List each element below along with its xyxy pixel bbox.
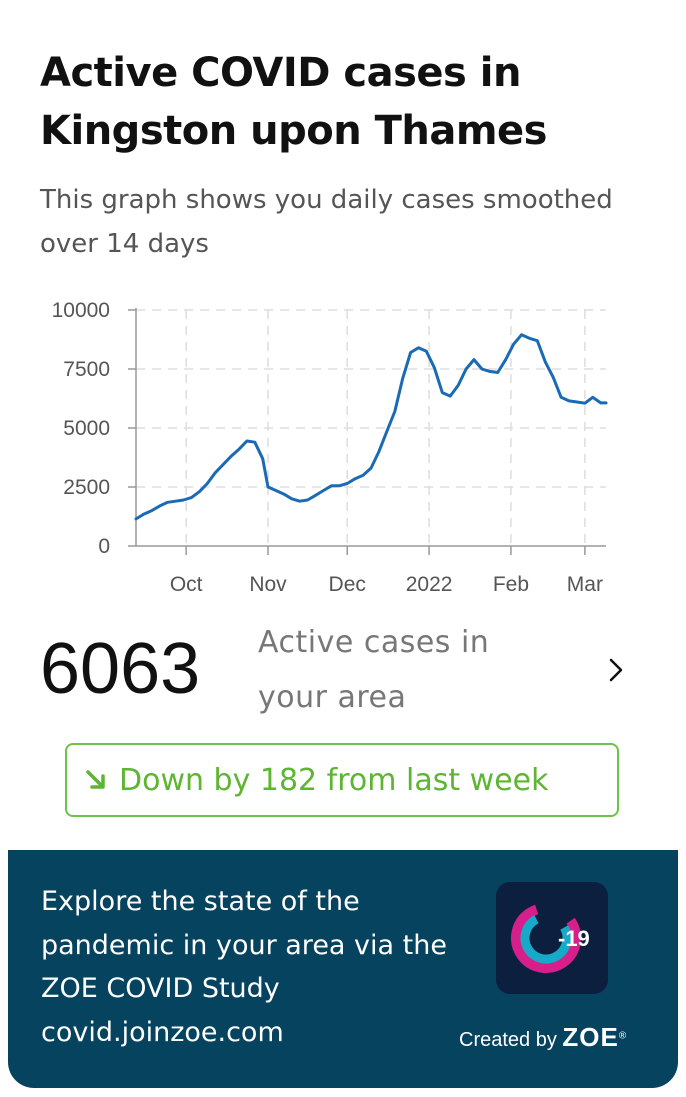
- active-cases-label: Active cases in your area: [258, 625, 490, 715]
- page-title: Active COVID cases in Kingston upon Tham…: [40, 50, 548, 154]
- c-19-app-icon: -19: [496, 882, 608, 994]
- cases-line-chart: 0 2500 5000 7500 10000 Oct Nov Dec 2022 Feb Mar: [52, 299, 608, 596]
- chart-subtitle: This graph shows you daily cases smoothe…: [40, 185, 613, 259]
- trend-text: Down by 182 from last week: [119, 762, 549, 798]
- y-tick-label: 7500: [63, 358, 110, 381]
- registered-mark: ®: [618, 1030, 627, 1042]
- created-by-zoe: Created by ZOE®: [459, 1022, 626, 1053]
- x-tick-label: Oct: [170, 573, 203, 596]
- y-tick-label: 0: [98, 535, 110, 558]
- y-tick-label: 10000: [52, 299, 110, 322]
- chevron-right-icon[interactable]: [604, 655, 628, 685]
- weekly-trend-badge: Down by 182 from last week: [65, 743, 619, 817]
- x-tick-label: Nov: [249, 573, 287, 596]
- c-19-logo-icon: -19: [511, 903, 590, 973]
- footer-banner[interactable]: Explore the state of the pandemic in you…: [8, 850, 678, 1088]
- y-tick-label: 2500: [63, 476, 110, 499]
- x-tick-label: Dec: [329, 573, 366, 596]
- created-by-label: Created by: [459, 1029, 557, 1051]
- y-tick-label: 5000: [63, 417, 110, 440]
- x-tick-label: 2022: [406, 573, 453, 596]
- zoe-brand: ZOE: [562, 1022, 619, 1052]
- x-tick-label: Mar: [567, 573, 603, 596]
- footer-promo-text: Explore the state of the pandemic in you…: [41, 886, 447, 1048]
- active-cases-row[interactable]: 6063 Active cases in your area: [0, 615, 686, 725]
- app-icon-label: -19: [558, 926, 590, 951]
- arrow-down-right-icon: [86, 770, 105, 789]
- x-tick-label: Feb: [493, 573, 529, 596]
- series-line: [134, 333, 608, 521]
- active-cases-value: 6063: [40, 629, 201, 709]
